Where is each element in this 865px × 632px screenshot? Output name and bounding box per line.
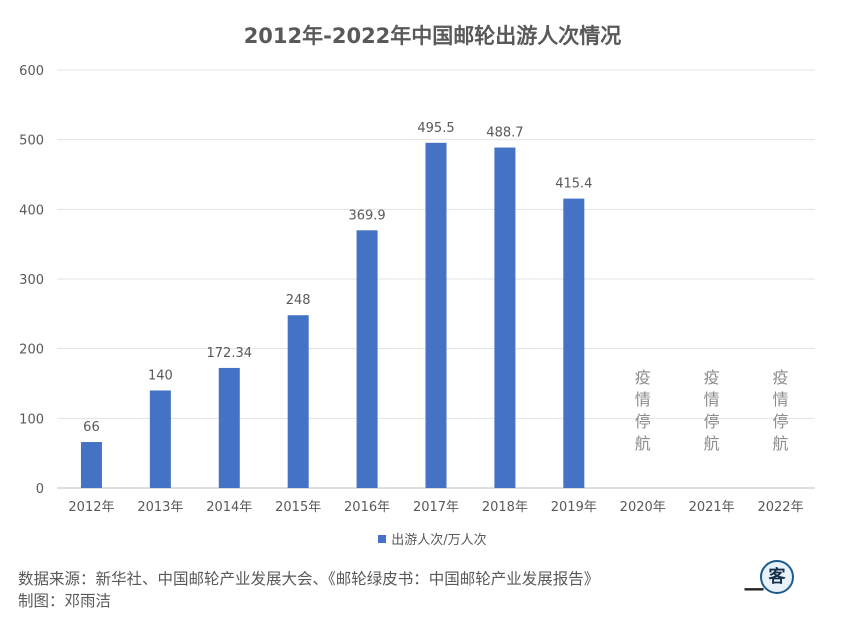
legend-swatch [378, 534, 387, 543]
annotation-label: 疫情停航 [635, 368, 651, 453]
x-tick-label: 2015年 [275, 500, 321, 515]
bar-value-label: 66 [83, 420, 100, 435]
x-tick-label: 2017年 [413, 500, 459, 515]
y-tick-label: 100 [19, 412, 44, 427]
source-note: 数据来源：新华社、中国邮轮产业发展大会、《邮轮绿皮书：中国邮轮产业发展报告》 [18, 570, 600, 588]
x-tick-label: 2021年 [689, 500, 735, 515]
logo-dash: 一 [744, 578, 764, 602]
y-tick-label: 400 [19, 203, 44, 218]
y-tick-label: 200 [19, 343, 44, 358]
bar [563, 198, 585, 488]
y-tick-label: 300 [19, 273, 44, 288]
y-axis-ticks: 0 100 200 300 400 500 600 [19, 64, 44, 497]
author-note: 制图：邓雨洁 [18, 592, 112, 610]
x-tick-label: 2018年 [482, 500, 528, 515]
y-tick-label: 500 [19, 134, 44, 149]
logo-badge: 客 [760, 560, 794, 594]
bar [356, 230, 378, 489]
bars [80, 142, 585, 489]
x-tick-label: 2014年 [206, 500, 252, 515]
bar [287, 315, 309, 488]
bar-value-label: 369.9 [348, 208, 385, 223]
y-tick-label: 0 [36, 482, 44, 497]
bar-value-label: 415.4 [555, 177, 592, 192]
annotation-label: 疫情停航 [704, 368, 720, 453]
bar-value-label: 248 [286, 293, 311, 308]
bar [149, 390, 171, 488]
annotation-label: 疫情停航 [773, 368, 789, 453]
x-tick-label: 2016年 [344, 500, 390, 515]
bar-value-label: 172.34 [207, 346, 253, 361]
chart-title: 2012年-2022年中国邮轮出游人次情况 [243, 24, 622, 48]
annotations: 疫情停航 疫情停航 疫情停航 [635, 368, 789, 453]
bar [425, 142, 447, 488]
x-tick-label: 2019年 [551, 500, 597, 515]
data-labels: 66 140 172.34 248 369.9 495.5 488.7 415.4 [83, 121, 592, 435]
bar-value-label: 488.7 [486, 126, 523, 141]
y-tick-label: 600 [19, 64, 44, 79]
legend: 出游人次/万人次 [0, 529, 865, 548]
bar [218, 367, 240, 488]
x-axis-ticks: 2012年 2013年 2014年 2015年 2016年 2017年 2018年 2019年… [68, 500, 803, 515]
x-tick-label: 2020年 [620, 500, 666, 515]
bar [80, 442, 102, 488]
logo: 一 客 [744, 560, 824, 602]
bar-value-label: 140 [148, 368, 173, 383]
x-tick-label: 2022年 [757, 500, 803, 515]
bar-value-label: 495.5 [417, 121, 454, 136]
bar [494, 147, 516, 488]
legend-label: 出游人次/万人次 [391, 533, 487, 548]
x-tick-label: 2012年 [68, 500, 114, 515]
x-tick-label: 2013年 [137, 500, 183, 515]
